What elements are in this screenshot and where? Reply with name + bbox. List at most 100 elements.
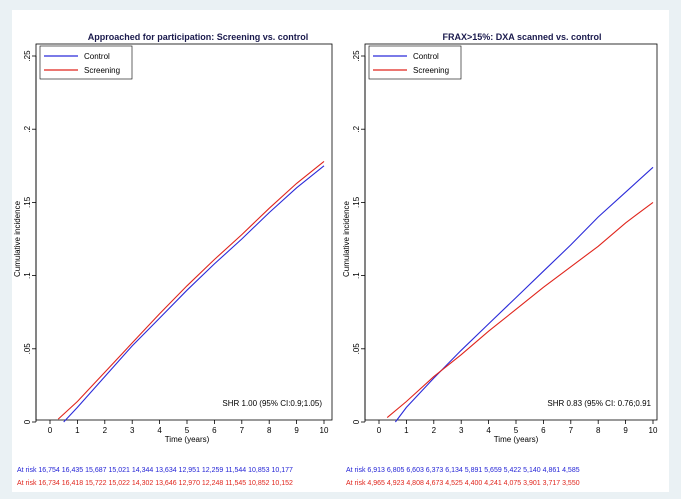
at-risk-row-screening: At risk 16,734 16,418 15,722 15,022 14,3… [17,480,293,487]
x-tick-label: 1 [75,426,80,435]
legend-box [368,45,462,80]
at-risk-value: 11,544 [223,467,247,474]
series-line-screening [386,201,654,419]
at-risk-value: 10,853 [246,467,270,474]
at-risk-row-control: At risk 6,913 6,805 6,603 6,373 6,134 5,… [346,467,580,474]
y-tick-label: .2 [23,125,32,132]
series-line-control [394,166,654,423]
at-risk-value: 13,646 [153,480,177,487]
x-tick-label: 7 [240,426,245,435]
x-tick-label: 8 [596,426,601,435]
series-line-screening [57,160,325,420]
chart-canvas: Approached for participation: Screening … [13,32,658,444]
y-tick-label: .05 [352,343,361,355]
at-risk-value: 16,435 [59,467,84,474]
at-risk-value: 6,913 [365,467,385,474]
x-tick-label: 1 [404,426,409,435]
at-risk-value: 15,021 [106,467,130,474]
at-risk-value: 3,717 [540,480,561,487]
at-risk-value: 13,634 [153,467,177,474]
at-risk-row-screening: At risk 4,965 4,923 4,808 4,673 4,525 4,… [346,480,580,487]
x-tick-label: 9 [623,426,628,435]
at-risk-value: 4,808 [404,480,424,487]
at-risk-value: 16,418 [59,480,84,487]
x-tick-label: 0 [48,426,53,435]
at-risk-label: At risk [17,480,37,487]
at-risk-value: 6,805 [384,467,405,474]
at-risk-value: 4,965 [365,480,385,487]
at-risk-value: 10,177 [269,467,293,474]
y-axis-label: Cumulative incidence [342,200,351,277]
y-tick-label: .2 [352,125,361,132]
at-risk-value: 3,550 [560,480,580,487]
chart-title: FRAX>15%: DXA scanned vs. control [443,32,602,42]
y-tick-label: 0 [352,419,361,424]
x-tick-label: 10 [320,426,329,435]
x-tick-label: 6 [212,426,217,435]
figure: Approached for participation: Screening … [12,10,669,492]
at-risk-value: 4,861 [540,467,561,474]
at-risk-value: 10,852 [246,480,270,487]
x-tick-label: 9 [294,426,299,435]
legend-label: Control [413,52,439,61]
series-line-control [63,165,325,423]
x-tick-label: 5 [185,426,190,435]
at-risk-value: 5,659 [482,467,502,474]
x-tick-label: 3 [459,426,464,435]
x-tick-label: 8 [267,426,272,435]
at-risk-value: 15,022 [106,480,130,487]
at-risk-value: 14,302 [129,480,154,487]
at-risk-value: 5,891 [462,467,483,474]
panel-frame [364,43,658,421]
y-tick-label: .25 [23,50,32,62]
chart-title: Approached for participation: Screening … [88,32,309,42]
x-tick-label: 3 [130,426,135,435]
at-risk-value: 6,373 [423,467,444,474]
x-tick-label: 2 [103,426,108,435]
shr-annotation: SHR 0.83 (95% CI: 0.76;0.91 [547,399,651,408]
at-risk-row-control: At risk 16,754 16,435 15,687 15,021 14,3… [17,467,293,474]
at-risk-value: 16,734 [36,480,60,487]
at-risk-value: 14,344 [129,467,154,474]
at-risk-value: 12,951 [176,467,200,474]
at-risk-value: 10,152 [269,480,293,487]
x-tick-label: 6 [541,426,546,435]
y-tick-label: .15 [352,196,361,208]
at-risk-value: 12,248 [199,480,224,487]
panel-frame [35,43,333,421]
at-risk-value: 4,673 [423,480,444,487]
at-risk-value: 11,545 [223,480,247,487]
legend-label: Screening [84,66,120,75]
y-tick-label: .05 [23,343,32,355]
y-tick-label: .1 [352,272,361,279]
at-risk-value: 3,901 [521,480,541,487]
y-tick-label: .15 [23,196,32,208]
x-tick-label: 4 [157,426,162,435]
x-tick-label: 5 [514,426,519,435]
y-tick-label: 0 [23,419,32,424]
at-risk-value: 12,970 [176,480,200,487]
y-axis-label: Cumulative incidence [13,200,22,277]
x-tick-label: 0 [377,426,382,435]
at-risk-value: 15,687 [83,467,107,474]
x-tick-label: 7 [569,426,574,435]
at-risk-value: 16,754 [36,467,60,474]
at-risk-value: 5,140 [521,467,541,474]
chart-panel-1: Approached for participation: Screening … [13,32,333,444]
at-risk-value: 6,603 [404,467,424,474]
at-risk-value: 6,134 [443,467,463,474]
y-tick-label: .1 [23,272,32,279]
legend-box [39,45,133,80]
at-risk-label: At risk [346,480,366,487]
legend-label: Screening [413,66,449,75]
at-risk-value: 12,259 [199,467,224,474]
at-risk-label: At risk [17,467,37,474]
at-risk-value: 4,400 [462,480,483,487]
at-risk-value: 4,241 [482,480,502,487]
x-axis-label: Time (years) [494,435,539,444]
at-risk-value: 4,525 [443,480,463,487]
legend-label: Control [84,52,110,61]
shr-annotation: SHR 1.00 (95% CI:0.9;1.05) [222,399,322,408]
x-tick-label: 4 [486,426,491,435]
at-risk-value: 4,923 [384,480,405,487]
